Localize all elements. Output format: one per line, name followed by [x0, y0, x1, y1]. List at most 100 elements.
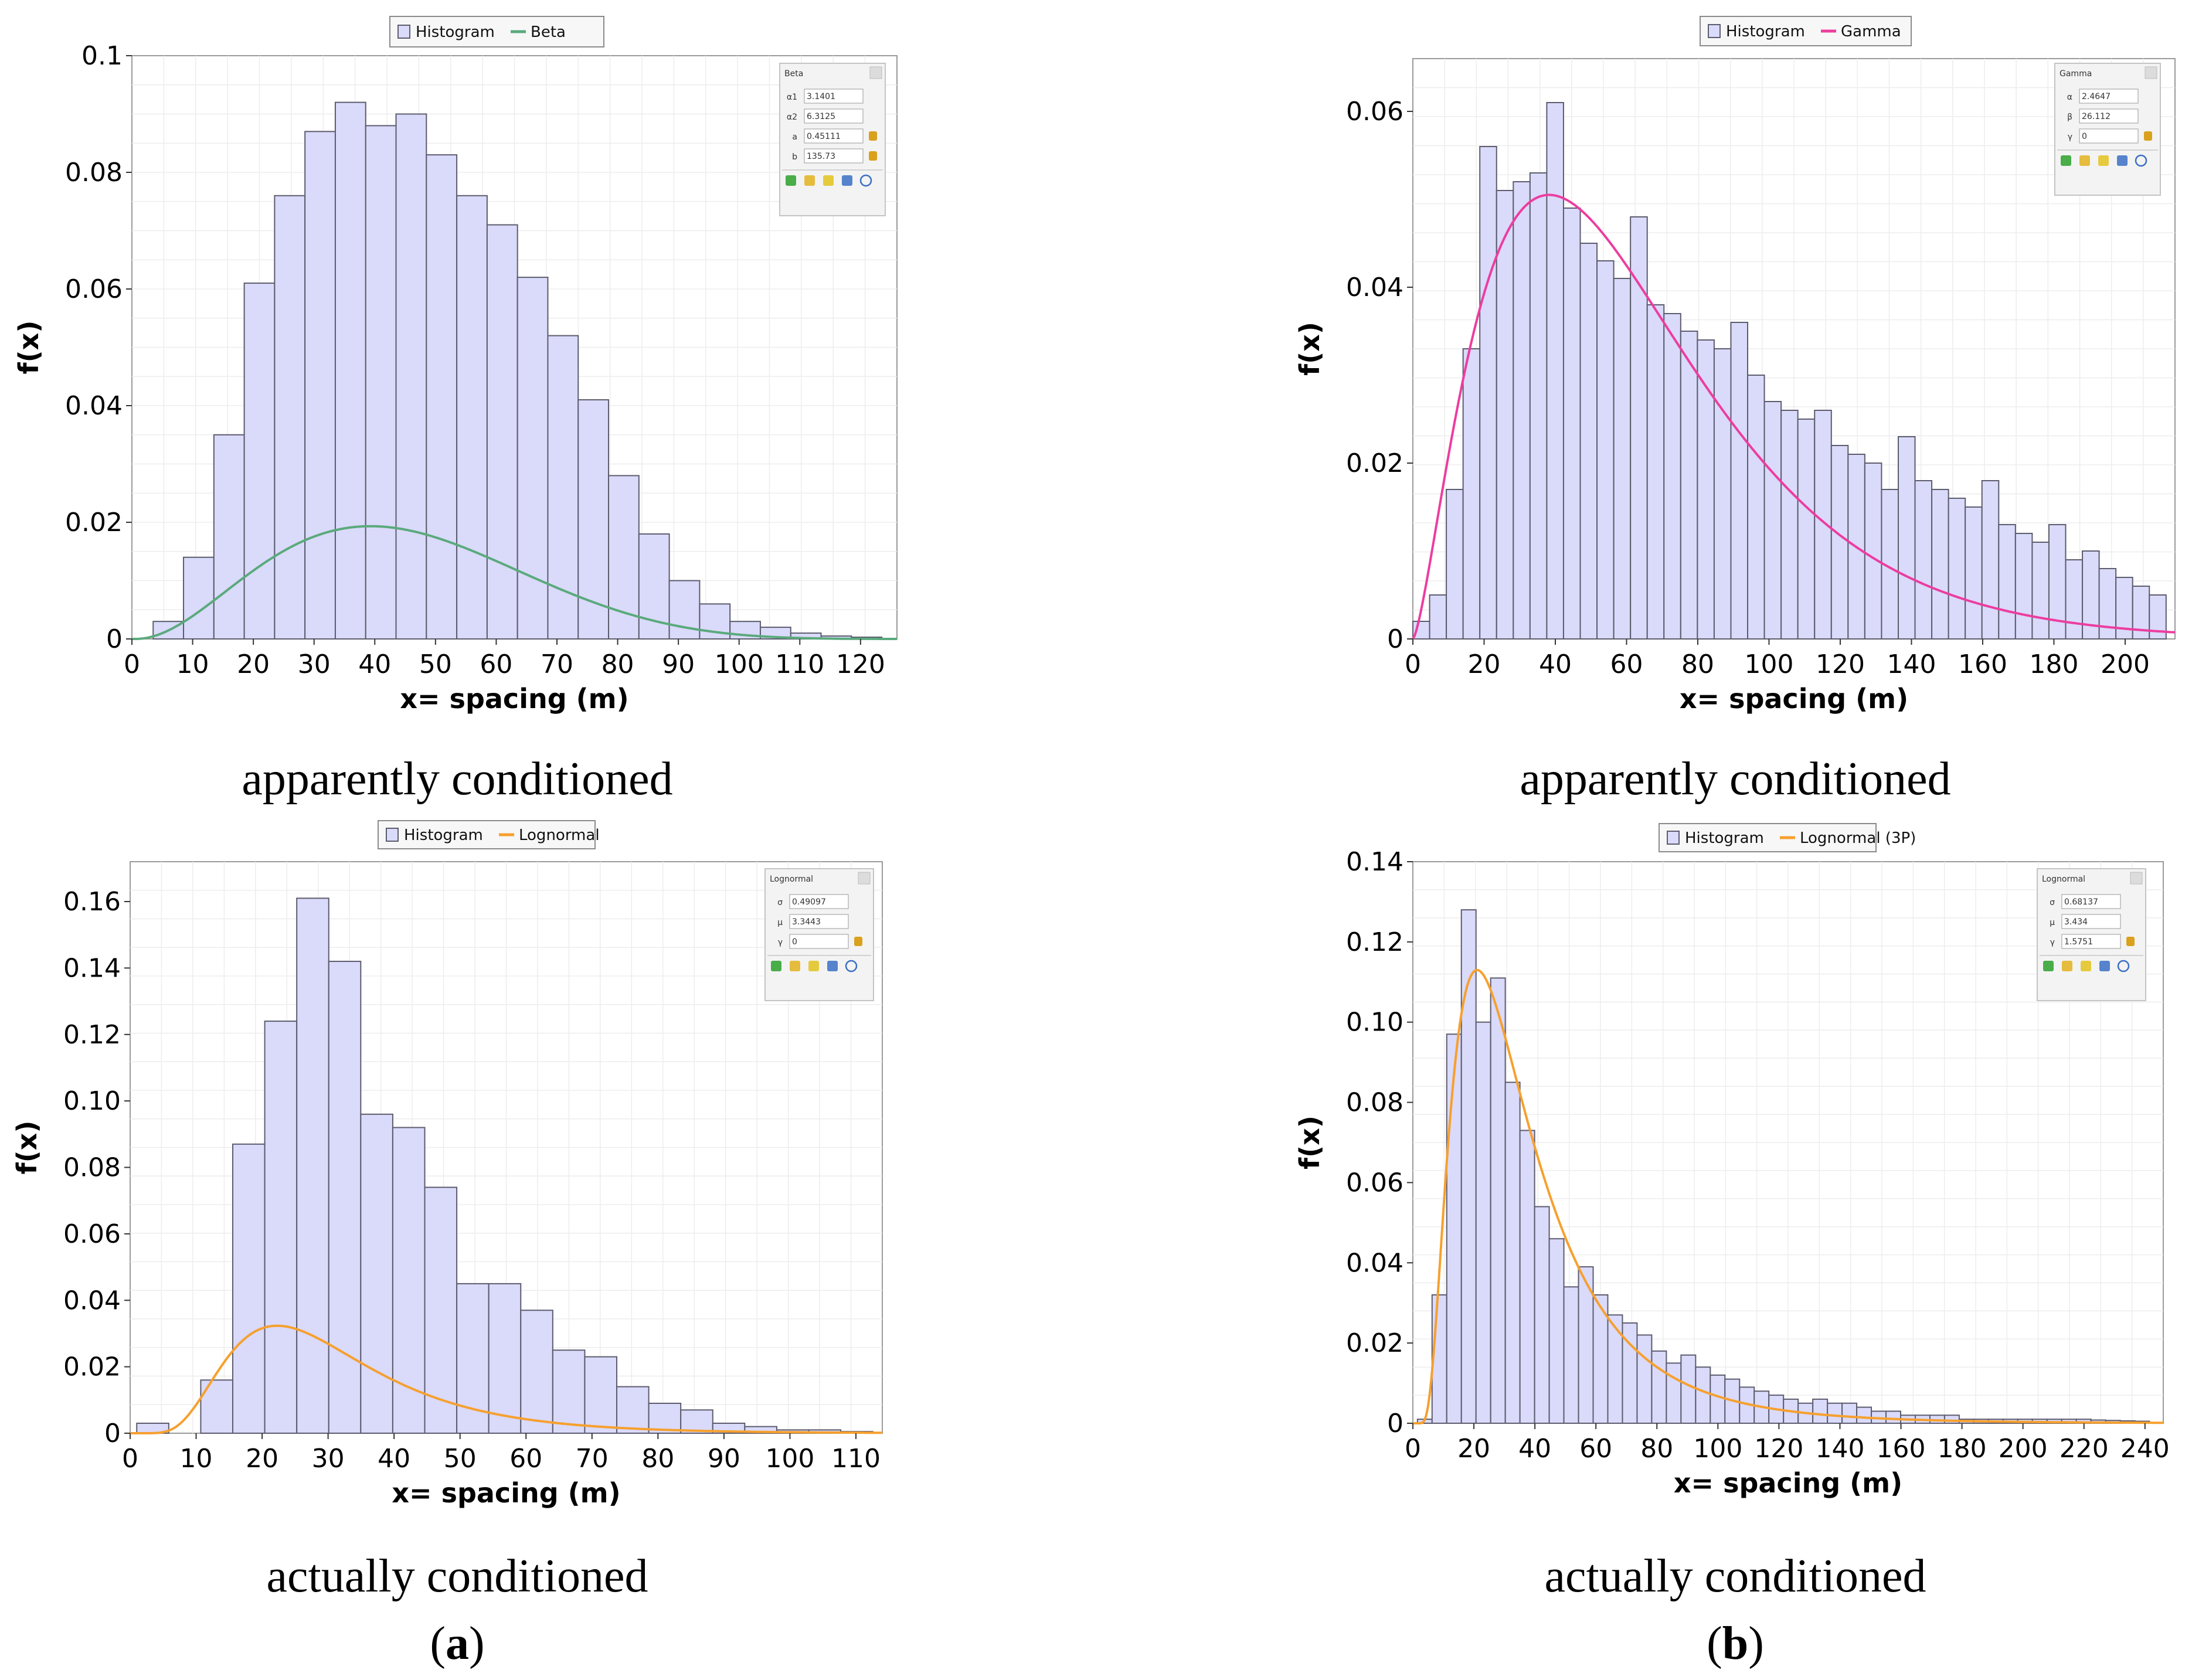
histogram-bar — [1730, 322, 1749, 640]
histogram-bar — [1797, 419, 1816, 640]
histogram-bar — [1504, 1082, 1521, 1424]
parameter-panel: Gamma α 2.4647 β 26.112 γ 0 — [2054, 63, 2161, 196]
lock-icon — [2126, 937, 2135, 946]
legend-fit-label: Gamma — [1841, 23, 1901, 40]
histogram-bar — [1695, 1366, 1711, 1424]
y-tick-label: 0.1 — [81, 41, 123, 71]
lock-icon — [869, 151, 877, 161]
legend-histogram-swatch — [397, 25, 410, 39]
y-axis-label: f(x) — [1294, 322, 1326, 376]
y-tick-label: 0.14 — [63, 953, 121, 983]
chart-icon — [842, 175, 852, 186]
param-label: σ — [777, 898, 783, 907]
x-tick-label: 70 — [576, 1444, 609, 1474]
x-tick-label: 240 — [2120, 1434, 2170, 1464]
histogram-bar — [1965, 506, 1983, 640]
x-tick-label: 40 — [378, 1444, 410, 1474]
y-tick-label: 0.02 — [63, 1352, 121, 1382]
caption-top-left: apparently conditioned — [242, 753, 672, 805]
legend-fit-label: Beta — [531, 23, 566, 41]
param-label: α — [2067, 93, 2072, 102]
histogram-bar — [296, 897, 329, 1434]
x-axis-label: x= spacing (m) — [392, 1477, 620, 1509]
x-tick-label: 10 — [176, 649, 209, 679]
param-value: 3.3443 — [792, 917, 821, 927]
param-value: 0.68137 — [2064, 897, 2098, 907]
y-tick-label: 0.04 — [65, 391, 123, 421]
param-field — [804, 148, 864, 164]
parameter-panel-title: Lognormal — [2042, 875, 2085, 884]
param-value: 1.5751 — [2064, 937, 2093, 947]
x-tick-label: 180 — [2029, 649, 2078, 679]
param-field — [2079, 108, 2139, 124]
lock-icon — [869, 131, 877, 141]
histogram-bar — [1429, 594, 1447, 640]
param-label: γ — [778, 938, 783, 947]
param-value: 3.1401 — [807, 92, 835, 101]
y-tick-label: 0.02 — [1346, 1328, 1403, 1358]
x-tick-label: 70 — [541, 649, 573, 679]
reset-icon — [790, 961, 800, 971]
x-axis-label: x= spacing (m) — [1674, 1467, 1902, 1499]
fit-curve — [1412, 193, 2176, 640]
histogram-bar — [1548, 1238, 1565, 1424]
param-value: 0 — [792, 937, 797, 947]
histogram-bar — [1563, 1286, 1579, 1424]
x-tick-label: 20 — [237, 649, 270, 679]
parameter-panel: Lognormal σ 0.68137 μ 3.434 γ 1.5751 — [2037, 868, 2146, 1001]
y-tick-label: 0 — [106, 624, 123, 654]
info-icon — [2117, 960, 2130, 972]
y-tick-label: 0.06 — [1346, 1168, 1403, 1198]
histogram-bar — [1462, 348, 1481, 640]
y-tick-label: 0.02 — [65, 508, 123, 538]
x-tick-label: 80 — [1681, 649, 1714, 679]
histogram-bar — [360, 1113, 393, 1434]
histogram-bar — [1596, 260, 1615, 640]
legend-histogram-label: Histogram — [1726, 23, 1805, 40]
y-tick-label: 0.08 — [63, 1153, 121, 1183]
histogram-bar — [520, 1310, 553, 1434]
reset-icon — [2079, 155, 2090, 166]
info-icon — [2135, 154, 2147, 167]
check-icon — [2043, 961, 2054, 971]
parameter-panel: Beta α1 3.1401 α2 6.3125 a 0.45111 b 135.73 — [779, 63, 886, 216]
histogram-bar — [1446, 489, 1464, 640]
histogram-bar — [1856, 1406, 1872, 1424]
check-icon — [771, 961, 781, 971]
histogram-bar — [1579, 243, 1598, 640]
histogram-bar — [1780, 410, 1799, 640]
histogram-bar — [2014, 533, 2033, 640]
caption-top-right: apparently conditioned — [1520, 753, 1950, 805]
caption-bottom-right: actually conditioned — [1545, 1550, 1926, 1602]
histogram-bar — [2065, 559, 2084, 640]
param-value: 2.4647 — [2082, 92, 2111, 101]
histogram-beta-panel: 0 10 20 30 40 50 60 70 80 90 100 110 120 0 0.02 0.04 0.0… — [13, 16, 898, 715]
histogram-bar — [1885, 1410, 1902, 1424]
histogram-bar — [616, 1386, 650, 1434]
chart-icon — [2099, 961, 2110, 971]
histogram-bar — [365, 125, 397, 640]
x-tick-label: 200 — [1999, 1434, 2048, 1464]
param-label: γ — [2068, 132, 2072, 142]
panel-label-b: (b) — [1707, 1618, 1764, 1669]
histogram-bar — [1607, 1314, 1623, 1424]
fit-curve — [132, 525, 897, 640]
histogram-bar — [1830, 445, 1849, 640]
x-tick-label: 90 — [708, 1444, 740, 1474]
y-axis-label: f(x) — [13, 321, 45, 375]
histogram-bar — [1529, 172, 1548, 640]
histogram-bar — [1931, 489, 1949, 640]
histogram-bar — [1592, 1294, 1609, 1424]
fit-curve — [1413, 968, 2163, 1424]
bolt-icon — [823, 175, 834, 186]
histogram-bar — [1981, 480, 2000, 640]
histogram-bar — [1534, 1206, 1550, 1424]
y-tick-label: 0 — [104, 1419, 121, 1448]
histogram-bar — [456, 195, 488, 640]
x-tick-label: 60 — [480, 649, 512, 679]
legend-box — [378, 820, 596, 849]
histogram-bar — [1646, 304, 1665, 640]
param-value: 26.112 — [2082, 112, 2111, 121]
legend-fit-label: Lognormal (3P) — [1800, 829, 1916, 847]
